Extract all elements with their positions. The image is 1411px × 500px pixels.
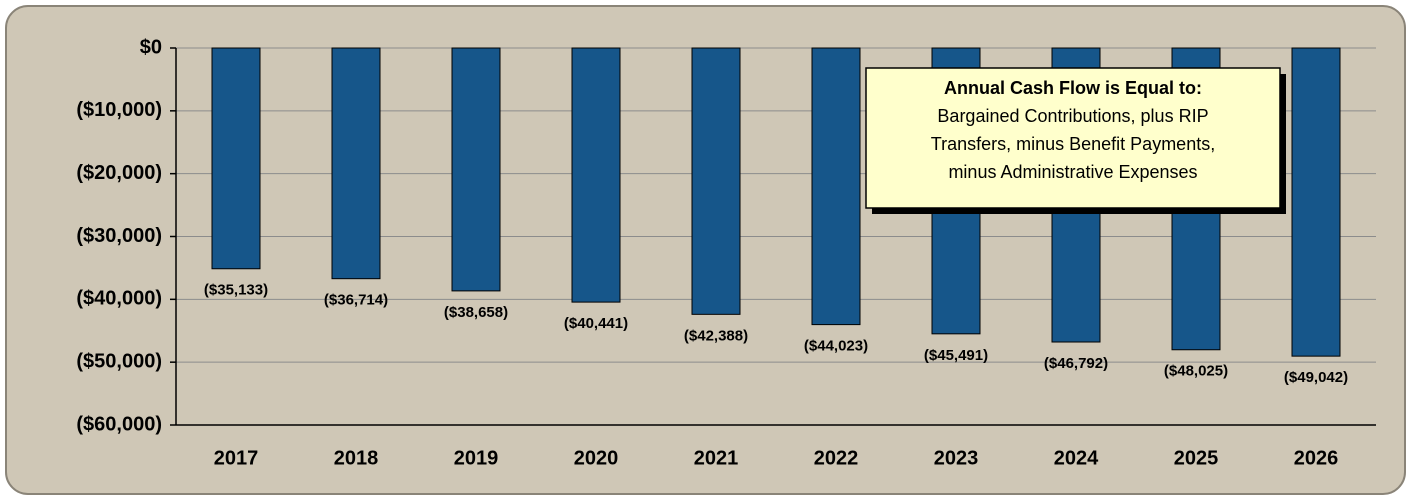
x-tick-label: 2020 xyxy=(574,447,619,469)
x-tick-label: 2019 xyxy=(454,447,499,469)
value-label: ($36,714) xyxy=(324,292,388,309)
x-tick-label: 2021 xyxy=(694,447,739,469)
bar xyxy=(211,47,261,270)
bar xyxy=(571,47,621,303)
bar xyxy=(451,47,501,292)
y-tick-label: $0 xyxy=(140,36,162,58)
bar xyxy=(691,47,741,315)
value-label: ($45,491) xyxy=(924,347,988,364)
bar xyxy=(331,47,381,280)
x-tick-label: 2023 xyxy=(934,447,979,469)
y-tick-label: ($60,000) xyxy=(76,413,162,435)
y-tick-label: ($40,000) xyxy=(76,288,162,310)
x-tick-label: 2017 xyxy=(214,447,259,469)
value-label: ($40,441) xyxy=(564,315,628,332)
bar xyxy=(1291,47,1341,357)
annotation-line: Bargained Contributions, plus RIP xyxy=(937,106,1208,126)
value-label: ($44,023) xyxy=(804,338,868,355)
x-tick-label: 2018 xyxy=(334,447,379,469)
y-tick-label: ($50,000) xyxy=(76,350,162,372)
x-tick-label: 2022 xyxy=(814,447,859,469)
annotation-title: Annual Cash Flow is Equal to: xyxy=(944,78,1202,98)
x-tick-label: 2025 xyxy=(1174,447,1219,469)
annotation-line: minus Administrative Expenses xyxy=(948,162,1197,182)
value-label: ($42,388) xyxy=(684,327,748,344)
bar xyxy=(811,47,861,326)
x-tick-label: 2026 xyxy=(1294,447,1339,469)
annotation-box xyxy=(865,67,1281,209)
value-label: ($46,792) xyxy=(1044,355,1108,372)
value-label: ($49,042) xyxy=(1284,369,1348,386)
y-tick-label: ($10,000) xyxy=(76,99,162,121)
y-tick-label: ($20,000) xyxy=(76,162,162,184)
value-label: ($48,025) xyxy=(1164,363,1228,380)
value-label: ($38,658) xyxy=(444,304,508,321)
y-tick-label: ($30,000) xyxy=(76,225,162,247)
x-tick-label: 2024 xyxy=(1054,447,1099,469)
annotation-line: Transfers, minus Benefit Payments, xyxy=(931,134,1215,154)
value-label: ($35,133) xyxy=(204,282,268,299)
